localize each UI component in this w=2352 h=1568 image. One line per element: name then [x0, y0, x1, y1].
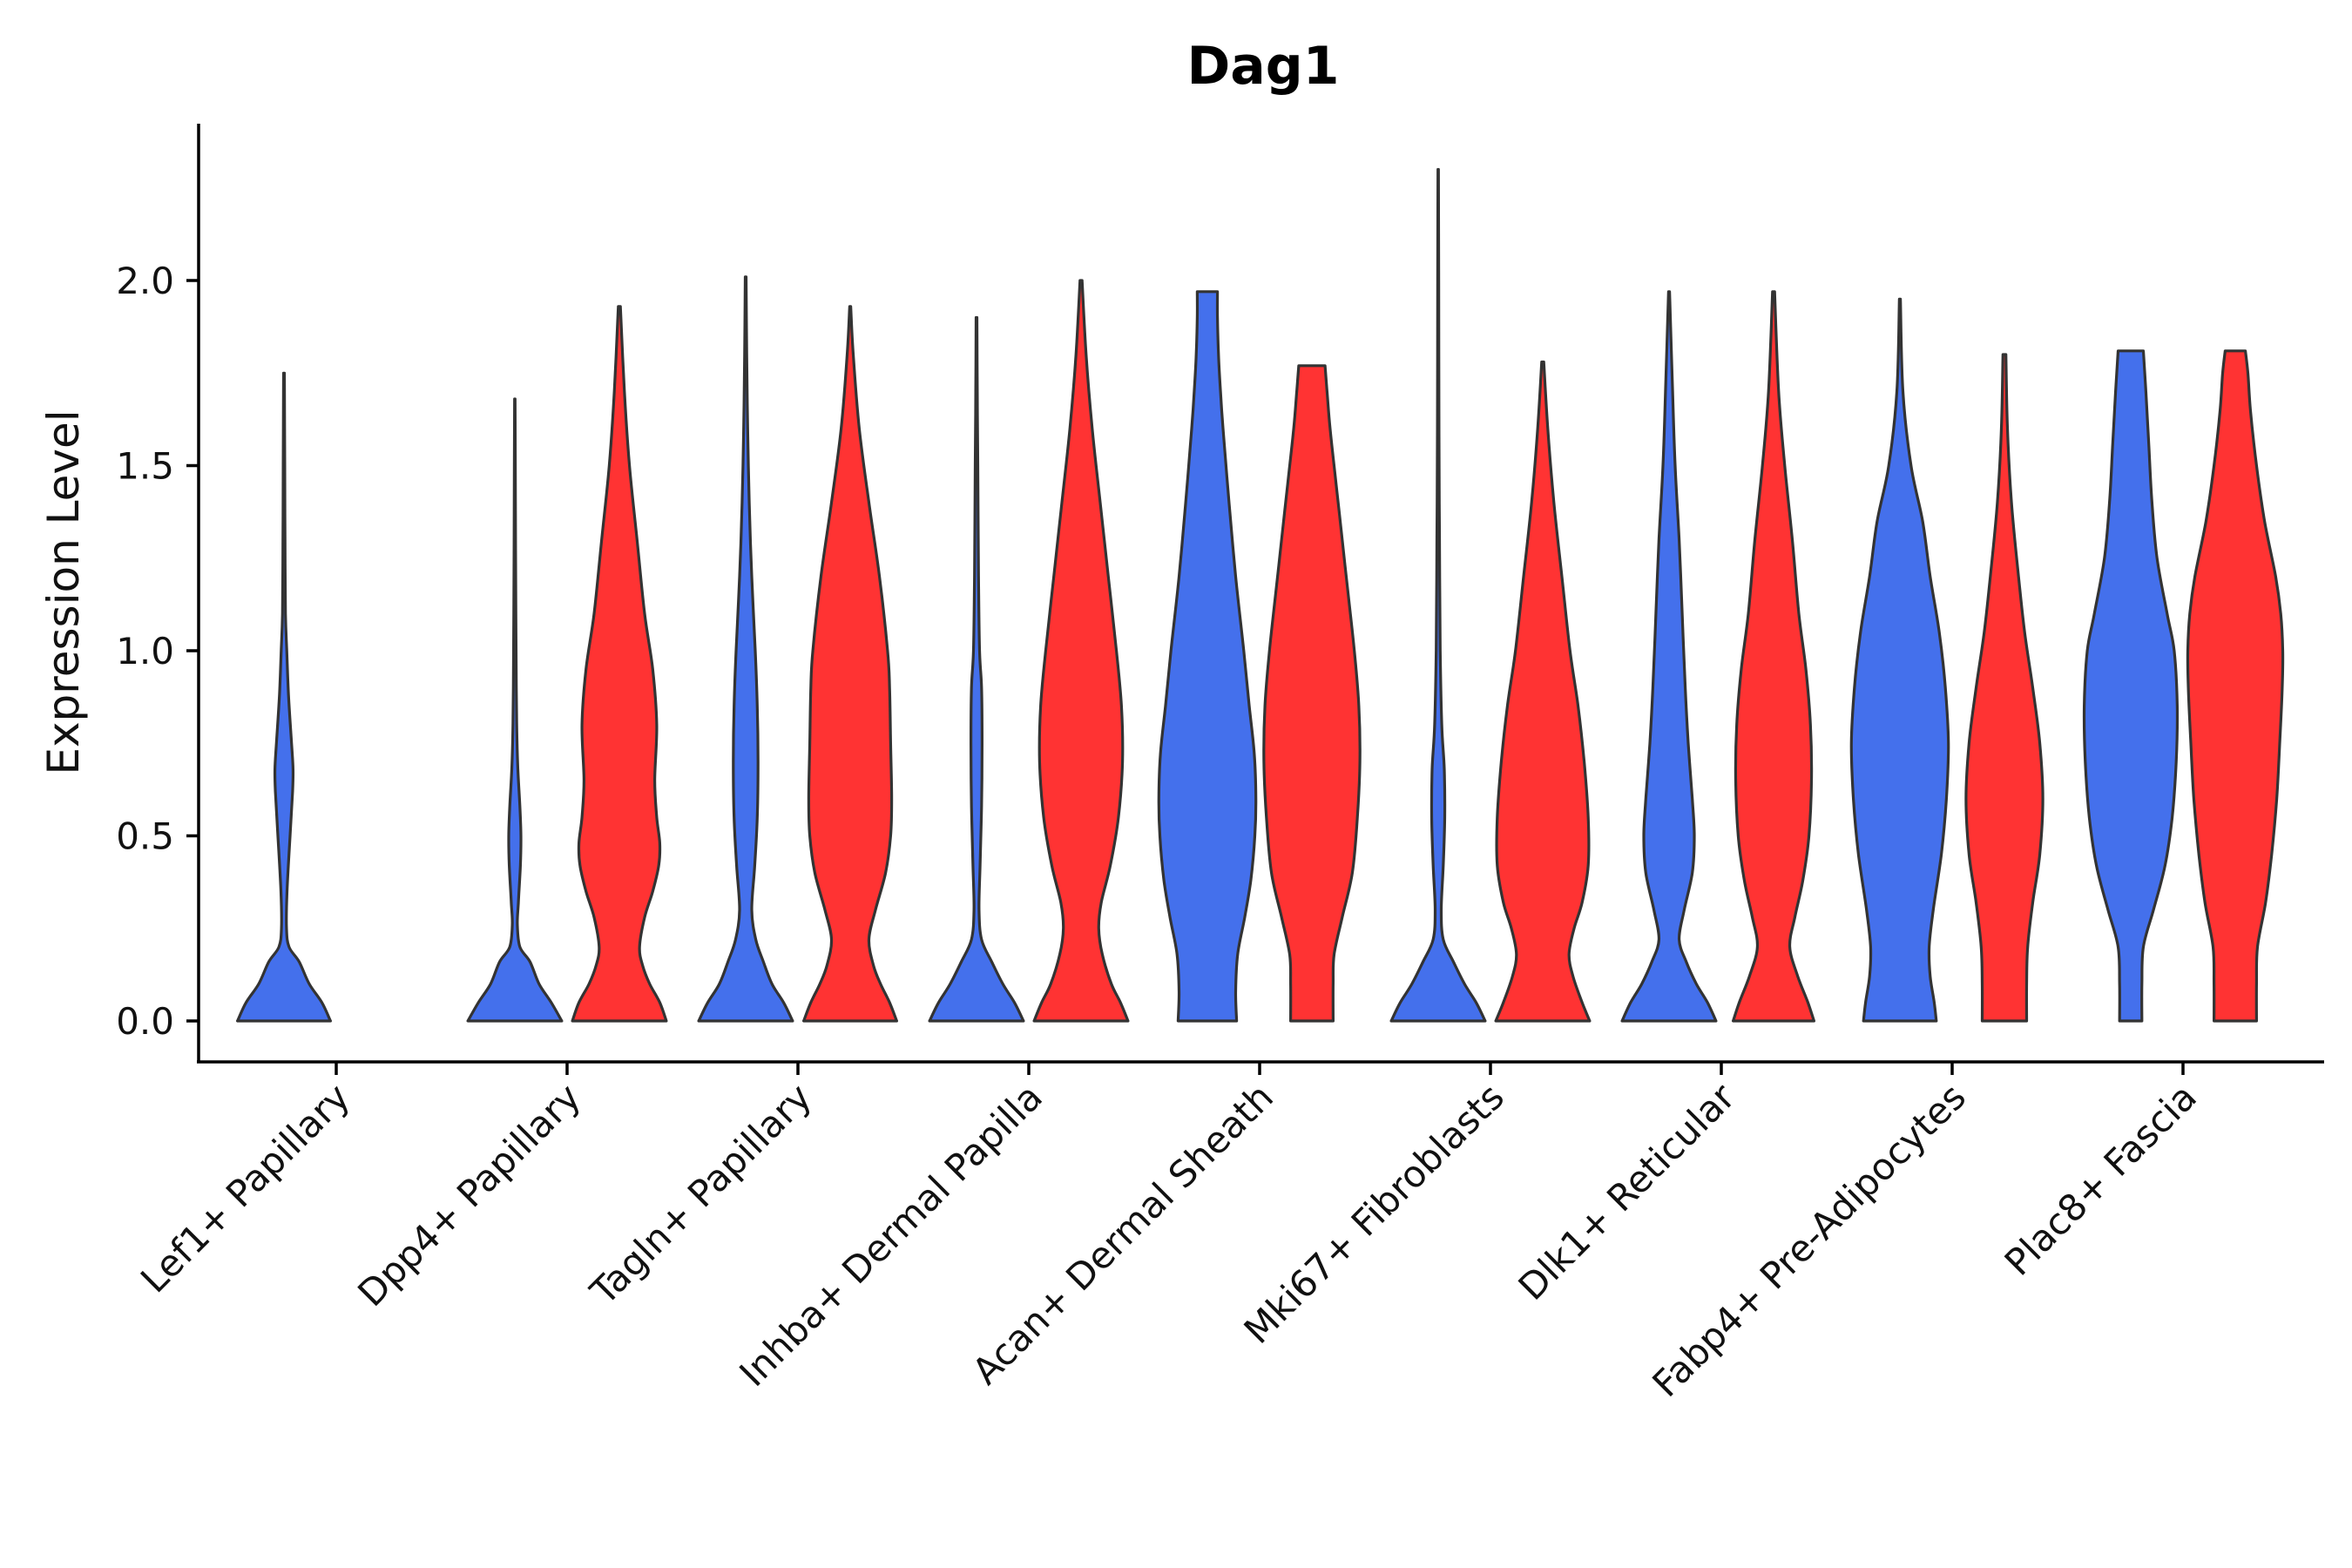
- y-tick-label: 2.0: [116, 260, 174, 302]
- violin-blue-2: [697, 275, 794, 1023]
- x-tick-label: Plac8+ Fascia: [1997, 1075, 2205, 1283]
- violin-red-2: [802, 305, 898, 1023]
- y-tick-label: 0.0: [116, 1000, 174, 1043]
- y-tick-label: 1.5: [116, 445, 174, 488]
- violin-blue-4: [1157, 290, 1258, 1023]
- violin-blue-7: [1849, 297, 1950, 1023]
- violin-red-6: [1732, 290, 1815, 1023]
- violin-red-1: [571, 305, 668, 1023]
- violin-red-5: [1494, 360, 1592, 1023]
- violins-group: [236, 167, 2285, 1023]
- violin-blue-6: [1620, 290, 1718, 1023]
- y-tick-label: 0.5: [116, 815, 174, 858]
- y-tick-label: 1.0: [116, 630, 174, 672]
- violin-blue-1: [466, 397, 564, 1023]
- violin-blue-3: [928, 315, 1025, 1023]
- x-tick-label: Mki67+ Fibroblasts: [1236, 1075, 1512, 1351]
- y-axis-label: Expression Level: [38, 409, 89, 774]
- x-tick-label: Lef1+ Papillary: [132, 1075, 358, 1301]
- violin-blue-8: [2082, 349, 2180, 1023]
- violin-blue-5: [1389, 167, 1487, 1023]
- violin-red-3: [1032, 279, 1130, 1023]
- violin-red-8: [2186, 349, 2285, 1023]
- violin-red-4: [1262, 364, 1362, 1023]
- chart-title: Dag1: [1187, 36, 1340, 97]
- x-tick-label: Dlk1+ Reticular: [1511, 1075, 1744, 1308]
- x-tick-label: Tagln+ Papillary: [582, 1075, 820, 1313]
- violin-blue-0: [236, 371, 332, 1023]
- x-tick-label: Dpp4+ Papillary: [349, 1075, 589, 1315]
- y-axis-ticks: 0.0 0.5 1.0 1.5 2.0: [116, 260, 199, 1043]
- violin-red-7: [1964, 353, 2044, 1023]
